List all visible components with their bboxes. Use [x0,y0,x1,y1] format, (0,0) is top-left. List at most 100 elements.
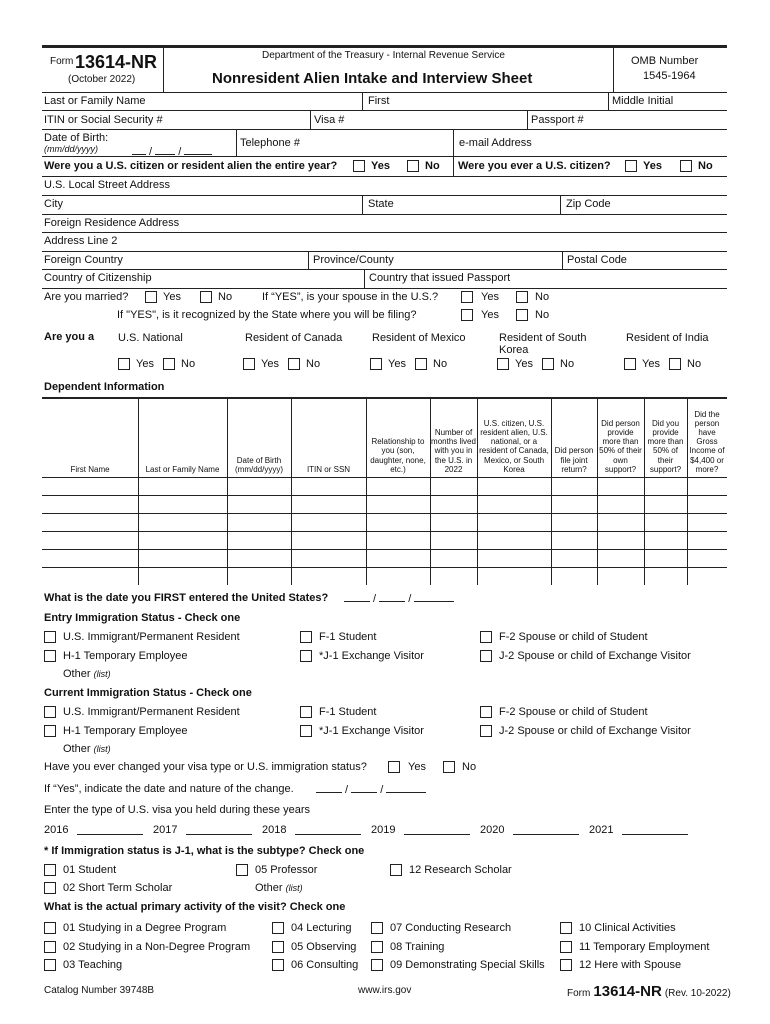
citizenship-field[interactable]: Country of Citizenship [44,272,152,284]
dependent-cell-input[interactable] [139,550,226,567]
are-you-yes-checkbox[interactable] [243,358,255,370]
activity-checkbox[interactable] [272,940,284,953]
dependent-cell-input[interactable] [367,532,429,549]
visa-year-field[interactable] [404,826,470,835]
address-line2-field[interactable]: Address Line 2 [44,235,118,247]
zip-field[interactable]: Zip Code [566,198,611,210]
dependent-cell-input[interactable] [431,568,476,585]
are-you-no-checkbox[interactable] [415,358,427,370]
dependent-cell-input[interactable] [367,478,429,495]
activity-checkbox[interactable] [44,940,56,953]
email-field[interactable]: e-mail Address [459,137,532,149]
dependent-cell-input[interactable] [292,550,365,567]
entry-date-field[interactable]: / / [344,593,455,605]
are-you-yes-checkbox[interactable] [624,358,636,370]
postal-code-field[interactable]: Postal Code [567,254,627,266]
passport-country-field[interactable]: Country that issued Passport [369,272,511,284]
middle-initial-field[interactable]: Middle Initial [612,95,674,107]
dob-field[interactable]: / / [132,146,213,158]
dependent-cell-input[interactable] [688,550,726,567]
dependent-cell-input[interactable] [688,496,726,513]
dependent-cell-input[interactable] [598,532,643,549]
status-checkbox[interactable] [44,706,56,718]
dependent-cell-input[interactable] [598,496,643,513]
telephone-field[interactable]: Telephone # [240,137,300,149]
activity-checkbox[interactable] [44,959,56,971]
dependent-cell-input[interactable] [43,478,137,495]
ever-citizen-yes-checkbox[interactable] [625,160,637,172]
dependent-cell-input[interactable] [431,514,476,531]
status-checkbox[interactable] [300,631,312,643]
activity-checkbox[interactable] [560,922,572,934]
dependent-cell-input[interactable] [431,478,476,495]
dependent-cell-input[interactable] [478,532,550,549]
last-name-field[interactable]: Last or Family Name [44,95,146,107]
status-checkbox[interactable] [300,725,312,737]
dependent-cell-input[interactable] [43,532,137,549]
activity-checkbox[interactable] [560,959,572,971]
married-no-checkbox[interactable] [200,291,212,303]
activity-checkbox[interactable] [371,922,383,934]
dependent-cell-input[interactable] [139,478,226,495]
recognized-yes-checkbox[interactable] [461,309,473,321]
dependent-cell-input[interactable] [552,478,596,495]
itin-field[interactable]: ITIN or Social Security # [44,114,163,126]
dependent-cell-input[interactable] [367,496,429,513]
dependent-cell-input[interactable] [228,568,290,585]
dependent-cell-input[interactable] [139,532,226,549]
dependent-cell-input[interactable] [645,514,686,531]
other-status-field[interactable]: Other (list) [63,744,111,755]
dependent-cell-input[interactable] [645,532,686,549]
activity-checkbox[interactable] [272,959,284,971]
dependent-cell-input[interactable] [431,550,476,567]
dependent-cell-input[interactable] [139,568,226,585]
dependent-cell-input[interactable] [43,568,137,585]
status-checkbox[interactable] [44,650,56,662]
are-you-no-checkbox[interactable] [288,358,300,370]
dependent-cell-input[interactable] [552,496,596,513]
dependent-cell-input[interactable] [645,568,686,585]
dependent-cell-input[interactable] [228,496,290,513]
dependent-cell-input[interactable] [478,496,550,513]
j1-professor-checkbox[interactable] [236,864,248,876]
spouse-us-yes-checkbox[interactable] [461,291,473,303]
activity-checkbox[interactable] [371,959,383,971]
dependent-cell-input[interactable] [478,478,550,495]
are-you-yes-checkbox[interactable] [370,358,382,370]
are-you-yes-checkbox[interactable] [118,358,130,370]
dependent-cell-input[interactable] [645,478,686,495]
activity-checkbox[interactable] [272,922,284,934]
visa-year-field[interactable] [77,826,143,835]
citizen-year-yes-checkbox[interactable] [353,160,365,172]
street-field[interactable]: U.S. Local Street Address [44,179,170,191]
status-checkbox[interactable] [480,631,492,643]
visa-year-field[interactable] [186,826,252,835]
dependent-cell-input[interactable] [367,550,429,567]
visa-year-field[interactable] [622,826,688,835]
dependent-cell-input[interactable] [43,514,137,531]
ever-citizen-no-checkbox[interactable] [680,160,692,172]
first-name-field[interactable]: First [368,95,390,107]
other-status-field[interactable]: Other (list) [63,669,111,680]
j1-other-field[interactable]: Other (list) [255,883,303,894]
activity-checkbox[interactable] [560,940,572,953]
dependent-cell-input[interactable] [43,496,137,513]
passport-field[interactable]: Passport # [531,114,584,126]
status-checkbox[interactable] [44,725,56,737]
dependent-cell-input[interactable] [478,514,550,531]
dependent-cell-input[interactable] [688,568,726,585]
are-you-no-checkbox[interactable] [163,358,175,370]
status-checkbox[interactable] [44,631,56,643]
visa-year-field[interactable] [513,826,579,835]
changed-visa-yes-checkbox[interactable] [388,761,400,773]
dependent-cell-input[interactable] [552,532,596,549]
dependent-cell-input[interactable] [292,496,365,513]
dependent-cell-input[interactable] [139,496,226,513]
activity-checkbox[interactable] [371,940,383,953]
dependent-cell-input[interactable] [478,568,550,585]
dependent-cell-input[interactable] [598,514,643,531]
dependent-cell-input[interactable] [598,550,643,567]
j1-short-term-scholar-checkbox[interactable] [44,882,56,894]
dependent-cell-input[interactable] [228,532,290,549]
dependent-cell-input[interactable] [552,568,596,585]
